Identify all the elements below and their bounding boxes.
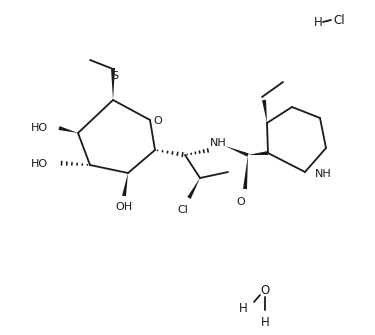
Polygon shape — [122, 173, 128, 196]
Polygon shape — [187, 178, 200, 199]
Text: NH: NH — [315, 169, 332, 179]
Text: OH: OH — [116, 202, 133, 212]
Text: HO: HO — [31, 159, 48, 169]
Text: H: H — [314, 15, 322, 28]
Polygon shape — [243, 155, 248, 189]
Polygon shape — [262, 100, 267, 123]
Polygon shape — [111, 68, 115, 100]
Text: H: H — [238, 302, 248, 315]
Polygon shape — [58, 126, 78, 133]
Text: O: O — [260, 283, 270, 296]
Text: HO: HO — [31, 123, 48, 133]
Polygon shape — [225, 146, 249, 157]
Text: NH: NH — [210, 138, 226, 148]
Text: H: H — [261, 316, 269, 329]
Text: O: O — [237, 197, 245, 207]
Text: O: O — [154, 116, 162, 126]
Text: S: S — [111, 71, 118, 81]
Polygon shape — [248, 151, 268, 155]
Text: Cl: Cl — [177, 205, 188, 215]
Text: Cl: Cl — [333, 13, 345, 26]
